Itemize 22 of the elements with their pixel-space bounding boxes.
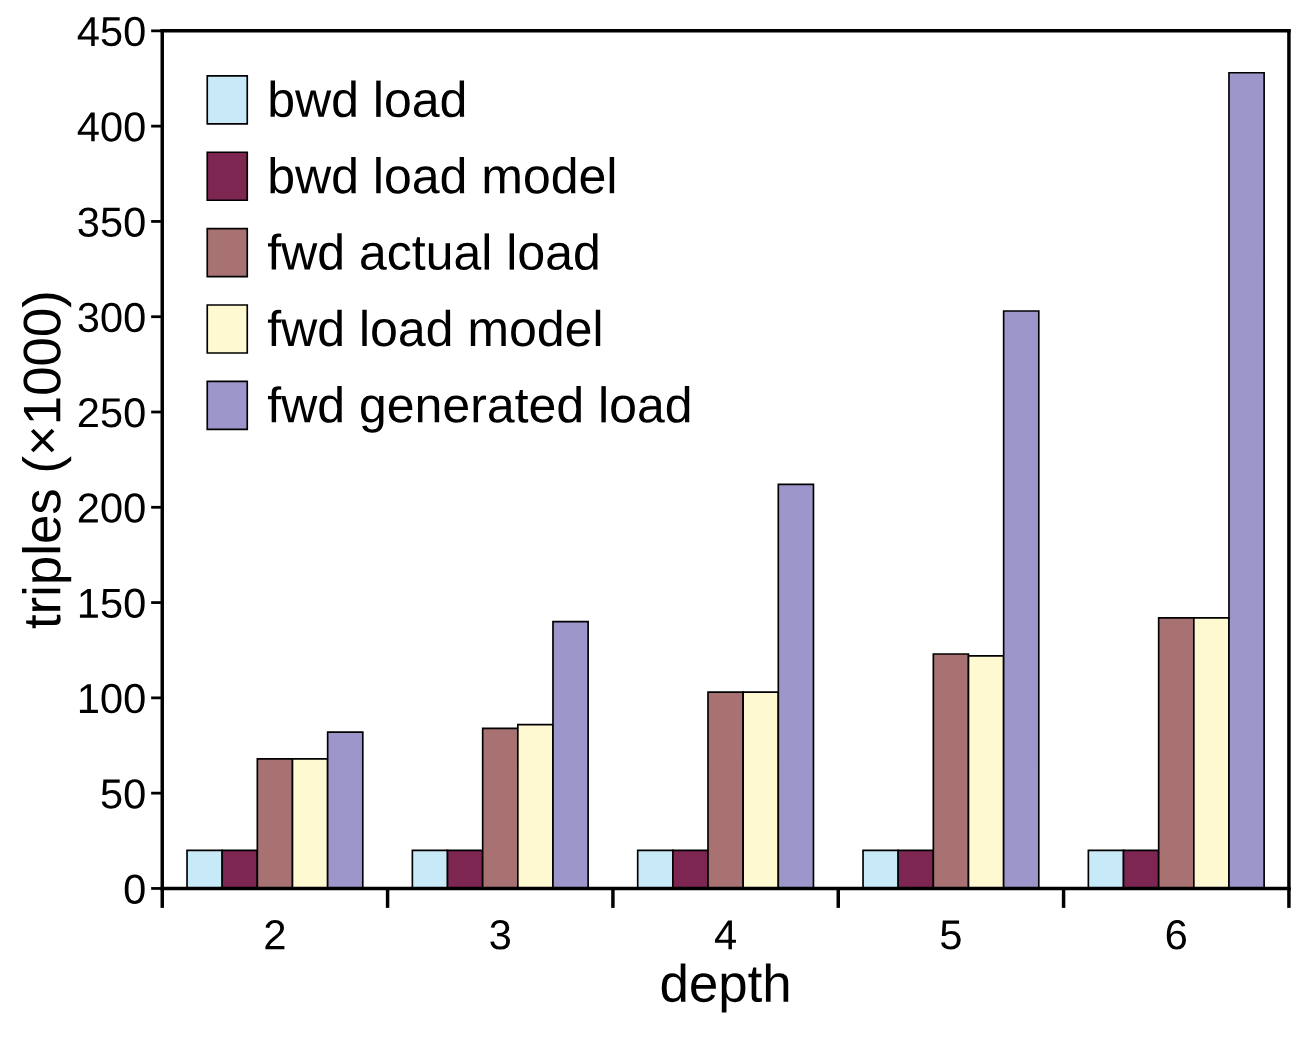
y-tick-label: 150 (79, 588, 145, 619)
y-tick-label: 250 (78, 398, 145, 428)
x-tick-label: 5 (941, 920, 961, 950)
legend-label: bwd load (270, 80, 465, 118)
y-tick-label: 200 (78, 493, 145, 523)
x-tick-label: 4 (714, 920, 736, 950)
y-tick-label: 300 (78, 302, 145, 333)
y-tick-label: 50 (101, 779, 145, 809)
legend-label: fwd load model (267, 309, 601, 347)
x-tick-label: 3 (490, 920, 511, 950)
y-tick-label: 0 (124, 874, 145, 904)
x-tick-label: 6 (1166, 920, 1186, 950)
legend-label: fwd actual load (267, 233, 598, 271)
y-tick-label: 100 (79, 683, 145, 714)
x-tick-label: 2 (265, 920, 285, 950)
y-axis-title: triples (×1000) (22, 293, 72, 629)
y-tick-label: 400 (77, 112, 145, 142)
x-axis-title: depth (661, 963, 789, 1013)
y-tick-label: 450 (77, 16, 145, 47)
y-tick-label: 350 (78, 207, 145, 237)
legend-label: bwd load model (270, 157, 615, 194)
legend-label: fwd generated load (267, 386, 690, 433)
